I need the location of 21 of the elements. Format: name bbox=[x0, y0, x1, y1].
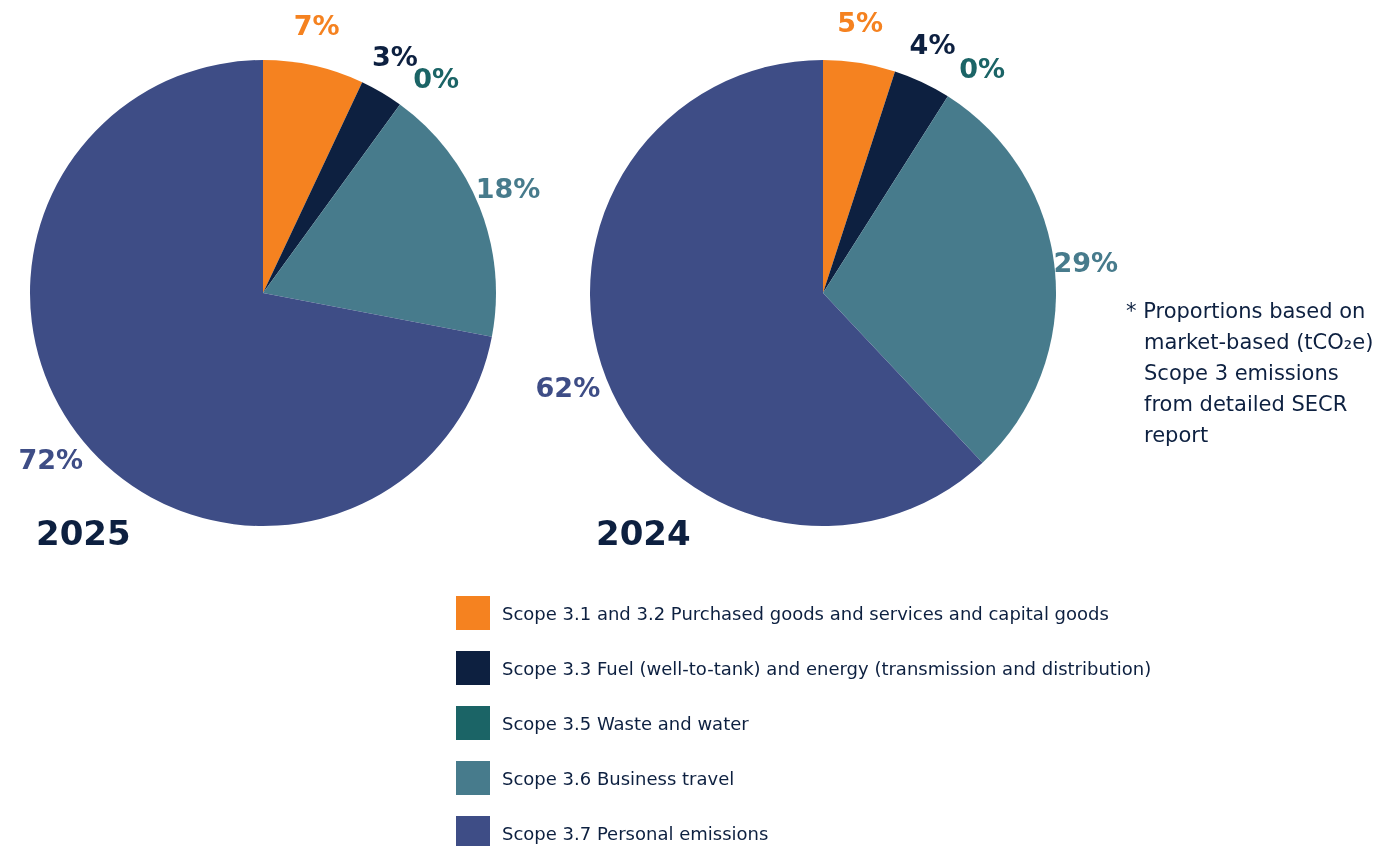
data-label: 7% bbox=[293, 9, 340, 41]
pie-slice bbox=[823, 71, 948, 293]
data-label: 29% bbox=[1053, 247, 1119, 279]
text: 0% bbox=[959, 53, 1006, 85]
data-label: 18% bbox=[475, 173, 541, 205]
data-label: 5% bbox=[837, 6, 883, 38]
data-label: 62% bbox=[535, 371, 601, 403]
legend-label: Scope 3.3 Fuel (well-to-tank) and energy (transmission and distribution) bbox=[502, 657, 1152, 679]
pie-slice bbox=[823, 60, 895, 293]
pie-slice bbox=[823, 96, 1056, 463]
text: 2024 bbox=[596, 513, 691, 553]
data-label: 72% bbox=[18, 443, 84, 475]
text: 2025 bbox=[36, 513, 131, 553]
pie-slice bbox=[263, 82, 400, 293]
legend-label: Scope 3.6 Business travel bbox=[502, 767, 735, 789]
legend-label: Scope 3.1 and 3.2 Purchased goods and services and capital goods bbox=[502, 602, 1109, 624]
data-label: 4% bbox=[909, 29, 956, 61]
legend-label: Scope 3.5 Waste and water bbox=[502, 712, 750, 734]
pie-slice bbox=[263, 60, 363, 293]
legend-label: Scope 3.7 Personal emissions bbox=[502, 822, 769, 844]
text: * Proportions based on market-based (tCO₂e) Scope 3 emissions from detailed SECR report bbox=[1126, 298, 1375, 449]
